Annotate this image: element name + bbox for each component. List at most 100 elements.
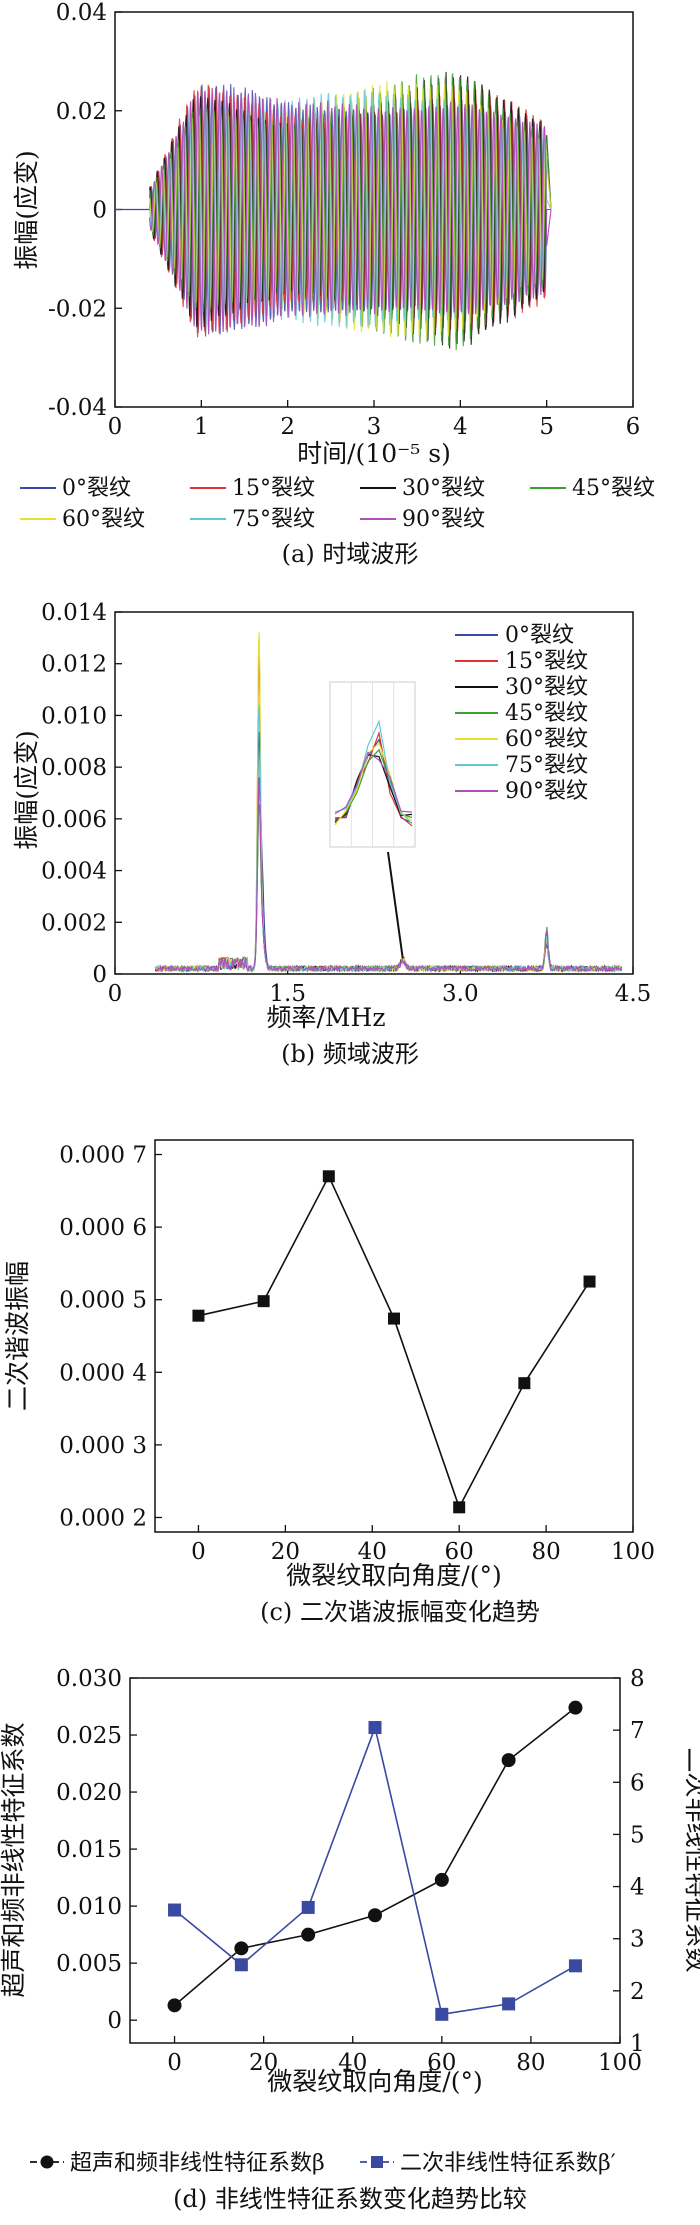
series-5-wave — [148, 90, 552, 328]
chart-a-xlabel: 时间/(10⁻⁵ s) — [297, 439, 451, 468]
y-tick-label: 0.010 — [56, 1894, 122, 1920]
chart-b-xlabel: 频率/MHz — [267, 1003, 386, 1032]
chart-b-ticks: 0 1.5 3.0 4.5 0 0.002 0.004 0.006 0.008 0.010 0.01… — [41, 600, 651, 1007]
chart-a-caption: (a) 时域波形 — [282, 540, 419, 568]
y-tick-label: -0.02 — [48, 296, 107, 322]
legend-label: 超声和频非线性特征系数β — [70, 2151, 325, 2176]
series-0-point — [501, 1753, 516, 1768]
y2-tick-label: 5 — [630, 1822, 645, 1848]
series-1-point — [568, 1959, 582, 1973]
x-tick-label: 60 — [445, 1539, 474, 1565]
y-tick-label: 0.000 6 — [59, 1215, 147, 1241]
x-tick-label: 40 — [338, 2050, 367, 2076]
legend-label: 60°裂纹 — [62, 507, 145, 532]
chart-d-frame — [129, 1677, 621, 2044]
x-tick-label: 2 — [280, 414, 295, 440]
chart-c-series — [192, 1170, 596, 1514]
legend-marker — [40, 2155, 54, 2169]
chart-a-ylabel: 振幅(应变) — [12, 150, 41, 270]
series-6-spectrum — [154, 777, 622, 973]
y-tick-label: 0.030 — [56, 1666, 122, 1692]
x-tick-label: 1.5 — [269, 981, 306, 1007]
chart-c-caption: (c) 二次谐波振幅变化趋势 — [260, 1598, 540, 1626]
legend-label: 45°裂纹 — [572, 476, 655, 501]
series-4-wave — [148, 81, 552, 339]
y-tick-label: 0.006 — [41, 807, 107, 833]
chart-d-legend: 超声和频非线性特征系数β 二次非线性特征系数β′ — [30, 2151, 616, 2176]
x-tick-label: 80 — [531, 1539, 560, 1565]
chart-c-ylabel: 二次谐波振幅 — [3, 1261, 32, 1411]
chart-d-xlabel: 微裂纹取向角度/(°) — [267, 2067, 482, 2096]
series-0-point — [368, 1908, 382, 1923]
y-tick-label: 0.008 — [41, 755, 107, 781]
data-point — [583, 1275, 596, 1288]
chart-c-ticks: 0 20 40 60 80 100 0.000 2 0.000 3 0.000 4 0.000 5… — [59, 1143, 655, 1565]
y2-tick-label: 8 — [630, 1666, 645, 1692]
legend-label: 0°裂纹 — [62, 476, 131, 501]
y-tick-label: 0.000 5 — [59, 1288, 147, 1314]
x-tick-label: 60 — [427, 2050, 456, 2076]
series-1-point — [301, 1900, 315, 1914]
legend-label: 30°裂纹 — [402, 476, 485, 501]
inset-series-6 — [334, 751, 413, 815]
x-tick-label: 4 — [453, 414, 468, 440]
series-0-point — [434, 1872, 449, 1887]
legend-label: 0°裂纹 — [505, 623, 574, 648]
legend-label: 二次非线性特征系数β′ — [400, 2151, 616, 2176]
x-tick-label: 100 — [611, 1539, 655, 1565]
x-tick-label: 3 — [367, 414, 382, 440]
legend-label: 90°裂纹 — [505, 779, 588, 804]
series-1-point — [168, 1903, 182, 1917]
legend-label: 15°裂纹 — [232, 476, 315, 501]
x-tick-label: 0 — [167, 2050, 182, 2076]
data-point — [388, 1312, 400, 1325]
x-tick-label: 0 — [108, 981, 123, 1007]
x-tick-label: 20 — [271, 1539, 300, 1565]
chart-b-frame — [114, 611, 634, 975]
series-1-point — [435, 2007, 449, 2021]
series-6-wave — [148, 87, 552, 335]
y2-tick-label: 3 — [630, 1927, 645, 1953]
legend-marker — [371, 2156, 383, 2168]
series-1-point — [368, 1721, 382, 1735]
chart-d-caption: (d) 非线性特征系数变化趋势比较 — [173, 2185, 527, 2213]
y-tick-label: 0.010 — [41, 703, 107, 729]
chart-b-spectra — [154, 632, 623, 973]
x-tick-label: 100 — [598, 2050, 642, 2076]
inset-pointer — [387, 851, 404, 959]
chart-d-series — [167, 1700, 583, 2021]
y2-tick-label: 1 — [630, 2031, 645, 2057]
chart-d-ticks: 0 20 40 60 80 100 0 0.005 0.010 0.015 0.020 0.025 0.… — [56, 1666, 645, 2076]
x-tick-label: 1 — [194, 414, 209, 440]
series-1-point — [502, 1997, 516, 2011]
x-tick-label: 20 — [249, 2050, 278, 2076]
chart-a-waveforms — [115, 71, 552, 351]
chart-b: 0 1.5 3.0 4.5 0 0.002 0.004 0.006 0.008 0.010 0.01… — [12, 600, 651, 1068]
x-tick-label: 4.5 — [615, 981, 652, 1007]
chart-b-ylabel: 振幅(应变) — [12, 730, 41, 850]
y-tick-label: 0.014 — [41, 600, 107, 626]
y-tick-label: 0.000 4 — [59, 1360, 147, 1386]
y2-tick-label: 7 — [630, 1718, 645, 1744]
chart-a: 0 1 2 3 4 5 6 -0.04 -0.02 0 0.02 0.04 振幅(应变) 时间/(10… — [12, 0, 655, 568]
data-point — [257, 1295, 270, 1308]
x-tick-label: 6 — [626, 414, 641, 440]
y-tick-label: 0.020 — [56, 1780, 122, 1806]
y2-tick-label: 6 — [630, 1770, 645, 1796]
y-tick-label: 0.000 2 — [59, 1505, 147, 1531]
chart-b-inset — [329, 681, 416, 959]
series-0-point — [301, 1927, 316, 1942]
data-point — [192, 1309, 205, 1322]
y-tick-label: 0 — [92, 198, 107, 224]
series-0-point — [167, 1998, 182, 2013]
y-tick-label: 0.002 — [41, 910, 107, 936]
data-point — [322, 1170, 335, 1183]
series-1-line — [174, 1724, 576, 2016]
chart-d-ylabel: 超声和频非线性特征系数 — [0, 1722, 28, 1997]
y2-tick-label: 4 — [630, 1875, 645, 1901]
y-tick-label: 0.000 7 — [59, 1143, 147, 1169]
x-tick-label: 40 — [358, 1539, 387, 1565]
legend-label: 45°裂纹 — [505, 701, 588, 726]
chart-a-ticks: 0 1 2 3 4 5 6 -0.04 -0.02 0 0.02 0.04 — [48, 0, 640, 440]
